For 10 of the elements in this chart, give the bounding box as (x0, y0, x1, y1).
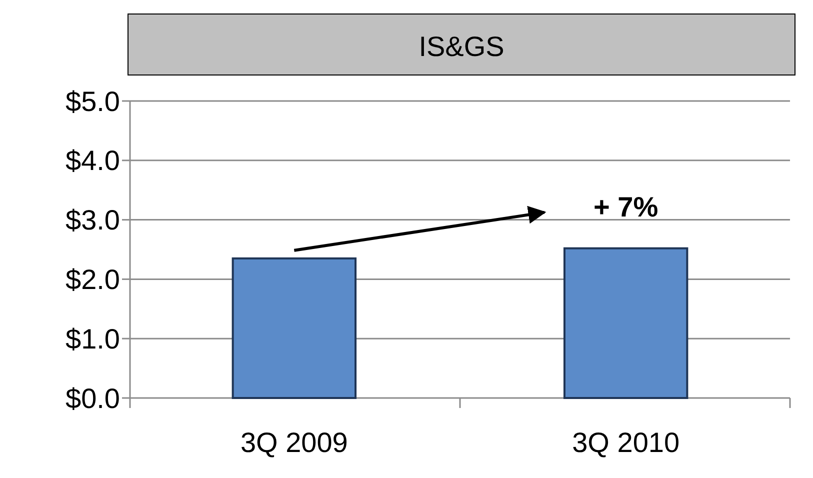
y-tick-label: $2.0 (66, 264, 120, 295)
y-tick-label: $0.0 (66, 382, 120, 414)
x-tick-label: 3Q 2009 (240, 427, 348, 458)
chart-title: IS&GS (418, 31, 504, 62)
annotation: + 7% (594, 191, 658, 222)
y-tick-label: $4.0 (66, 145, 120, 176)
y-tick-label: $3.0 (66, 204, 120, 236)
y-tick-label: $5.0 (66, 86, 120, 117)
x-tick-label: 3Q 2010 (572, 427, 680, 458)
y-tick-label: $1.0 (66, 323, 120, 354)
